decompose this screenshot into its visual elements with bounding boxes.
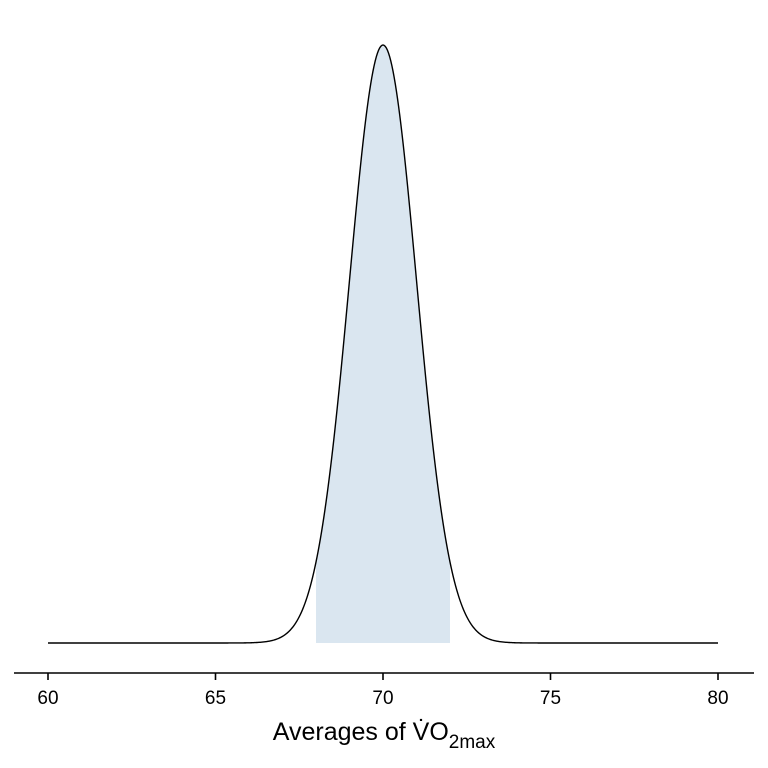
x-tick-label: 80 <box>707 688 728 709</box>
x-axis-title-main: Averages of V̇O <box>273 717 449 746</box>
x-axis-title-subscript: 2max <box>449 732 496 753</box>
shaded-interval <box>316 45 450 643</box>
x-axis-title: Averages of V̇O2max <box>273 717 496 753</box>
x-tick-label: 60 <box>37 688 58 709</box>
x-tick-label: 65 <box>205 688 226 709</box>
density-curve <box>48 44 718 644</box>
x-tick-label: 70 <box>372 688 393 709</box>
x-axis-ticks: 60 65 70 75 80 <box>37 673 729 709</box>
shaded-interval-layer <box>316 45 450 643</box>
density-curve-layer <box>48 44 718 644</box>
x-tick-label: 75 <box>540 688 561 709</box>
